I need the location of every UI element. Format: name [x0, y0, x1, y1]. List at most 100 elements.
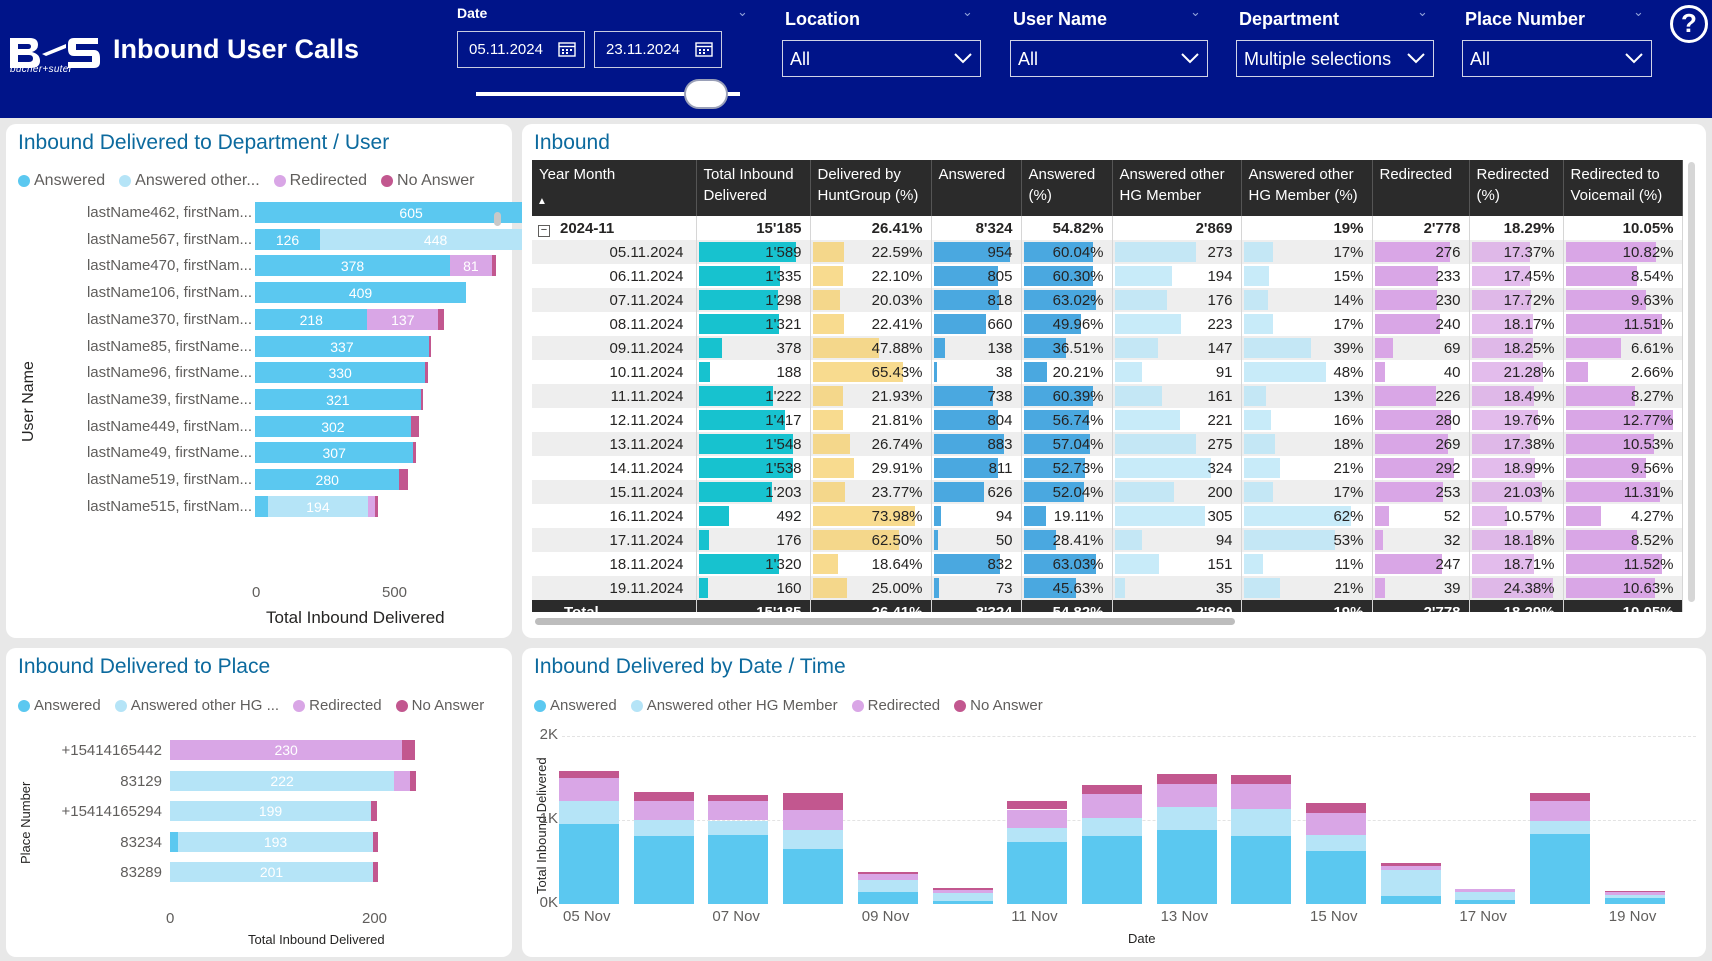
redirected-segment[interactable]: 81: [450, 255, 492, 277]
answered-segment[interactable]: 337: [255, 335, 429, 357]
answered-other-bar[interactable]: [932, 893, 993, 901]
answered-bar[interactable]: [1156, 829, 1217, 904]
no-answer-bar[interactable]: [1007, 801, 1068, 810]
redirected-bar[interactable]: [1231, 784, 1292, 809]
calendar-icon[interactable]: [558, 41, 576, 57]
answered-other-bar[interactable]: [633, 820, 694, 837]
user-row-label[interactable]: lastName449, firstNam...: [86, 417, 252, 435]
user-row-label[interactable]: lastName519, firstNam...: [86, 471, 252, 488]
redirected-bar[interactable]: [932, 889, 993, 894]
answered-other-bar[interactable]: [857, 880, 918, 893]
location-dropdown[interactable]: All: [782, 40, 981, 77]
answered-bar[interactable]: [633, 836, 694, 904]
row-date[interactable]: 16.11.2024: [532, 504, 697, 528]
no-answer-bar[interactable]: [1156, 773, 1217, 785]
no-answer-segment[interactable]: [370, 801, 378, 821]
legend-redirected[interactable]: Redirected: [293, 697, 382, 714]
answered-segment[interactable]: [170, 831, 179, 852]
answered-other-bar[interactable]: [1604, 894, 1665, 898]
no-answer-bar[interactable]: [1380, 862, 1441, 867]
answered-segment[interactable]: 280: [255, 469, 400, 490]
answered-other-bar[interactable]: [1530, 821, 1591, 835]
no-answer-bar[interactable]: [1306, 802, 1366, 814]
user-row-label[interactable]: lastName106, firstNam...: [86, 284, 252, 302]
answered-other-bar[interactable]: [1306, 834, 1366, 852]
answered-segment[interactable]: [255, 495, 268, 517]
user-row-label[interactable]: lastName39, firstName...: [86, 390, 252, 408]
legend-redirected[interactable]: Redirected: [273, 172, 367, 190]
redirected-segment[interactable]: 137: [367, 308, 439, 330]
column-header[interactable]: Total Inbound Delivered: [696, 160, 811, 216]
no-answer-bar[interactable]: [708, 794, 769, 802]
no-answer-bar[interactable]: [559, 770, 619, 778]
user-row-label[interactable]: lastName515, firstNam...: [86, 497, 252, 515]
no-answer-segment[interactable]: [425, 362, 428, 384]
legend-answered[interactable]: Answered: [18, 697, 101, 714]
legend-answered-other[interactable]: Answered other...: [119, 172, 260, 190]
answered-bar[interactable]: [559, 823, 619, 904]
redirected-bar[interactable]: [1455, 889, 1516, 892]
answered-segment[interactable]: 330: [255, 362, 426, 384]
no-answer-segment[interactable]: [491, 255, 496, 277]
place-row-label[interactable]: +15414165294: [61, 803, 162, 820]
date-range-track[interactable]: [476, 92, 740, 96]
answered-other-bar[interactable]: [1007, 828, 1068, 842]
row-date[interactable]: 09.11.2024: [532, 336, 697, 360]
no-answer-segment[interactable]: [399, 469, 408, 490]
chevron-down-icon[interactable]: ⌄: [1190, 4, 1201, 19]
collapse-icon[interactable]: −: [538, 224, 550, 237]
department-dropdown[interactable]: Multiple selections: [1236, 40, 1434, 77]
date-from-input[interactable]: 05.11.2024: [457, 31, 585, 68]
column-header[interactable]: Answered other HG Member: [1112, 160, 1242, 216]
user-row-label[interactable]: lastName85, firstName...: [86, 337, 252, 355]
legend-no-answer[interactable]: No Answer: [954, 697, 1043, 714]
column-header[interactable]: Delivered by HuntGroup (%): [810, 160, 932, 216]
column-header[interactable]: Answered other HG Member (%): [1241, 160, 1373, 216]
row-date[interactable]: 15.11.2024: [532, 480, 697, 504]
answered-other-bar[interactable]: [1231, 808, 1292, 836]
row-date[interactable]: 14.11.2024: [532, 456, 697, 480]
no-answer-segment[interactable]: [410, 770, 417, 791]
user-row-label[interactable]: lastName462, firstNam...: [86, 204, 252, 221]
no-answer-segment[interactable]: [420, 388, 424, 410]
redirected-bar[interactable]: [1380, 866, 1441, 871]
legend-answered[interactable]: Answered: [18, 172, 105, 190]
no-answer-segment[interactable]: [402, 740, 416, 760]
redirected-bar[interactable]: [1007, 809, 1068, 829]
user-row-label[interactable]: lastName96, firstName...: [86, 364, 252, 382]
no-answer-segment[interactable]: [373, 862, 379, 882]
no-answer-segment[interactable]: [428, 335, 432, 357]
no-answer-bar[interactable]: [1604, 890, 1665, 892]
user-chart-scrollbar[interactable]: [494, 212, 501, 226]
row-date[interactable]: 11.11.2024: [532, 384, 697, 408]
redirected-segment[interactable]: [368, 495, 376, 517]
redirected-segment[interactable]: 230: [170, 740, 403, 760]
answered-segment[interactable]: 605: [255, 202, 568, 223]
chevron-down-icon[interactable]: ⌄: [1633, 4, 1644, 19]
row-date[interactable]: 10.11.2024: [532, 360, 697, 384]
answered-segment[interactable]: 126: [255, 228, 321, 250]
answered-segment[interactable]: 321: [255, 388, 421, 410]
chevron-down-icon[interactable]: ⌄: [1417, 4, 1428, 19]
help-button[interactable]: ?: [1670, 5, 1708, 43]
no-answer-bar[interactable]: [633, 791, 694, 801]
column-header[interactable]: Answered: [931, 160, 1022, 216]
answered-segment[interactable]: 378: [255, 255, 451, 277]
sort-asc-icon[interactable]: ▲: [537, 196, 547, 207]
row-date[interactable]: 17.11.2024: [532, 528, 697, 552]
user-row-label[interactable]: lastName370, firstNam...: [86, 310, 252, 328]
date-to-input[interactable]: 23.11.2024: [594, 31, 722, 68]
answered-other-bar[interactable]: [708, 820, 769, 836]
no-answer-bar[interactable]: [1081, 784, 1142, 795]
answered-other-segment[interactable]: 222: [170, 770, 395, 791]
redirected-bar[interactable]: [633, 800, 694, 821]
row-date[interactable]: 06.11.2024: [532, 264, 697, 288]
place-row-label[interactable]: 83289: [120, 864, 162, 881]
no-answer-bar[interactable]: [1231, 774, 1292, 785]
place-row-label[interactable]: 83129: [120, 772, 162, 790]
column-header[interactable]: ▲ Year Month: [532, 160, 697, 216]
row-date[interactable]: 19.11.2024: [532, 576, 697, 600]
answered-bar[interactable]: [1380, 896, 1441, 904]
row-date[interactable]: 08.11.2024: [532, 312, 697, 336]
answered-other-segment[interactable]: 194: [267, 495, 368, 517]
